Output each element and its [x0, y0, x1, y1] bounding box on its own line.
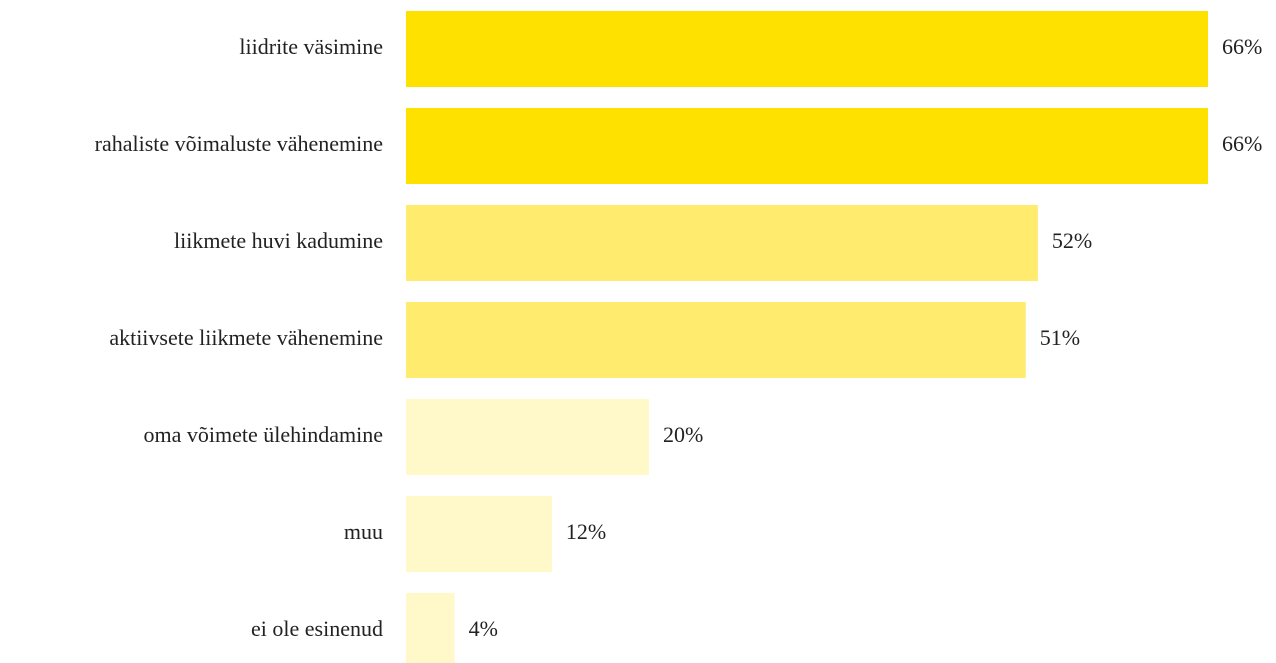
bar — [406, 496, 552, 572]
value-label: 66% — [1222, 34, 1262, 59]
bar — [406, 108, 1208, 184]
value-label: 52% — [1052, 228, 1092, 253]
value-label: 51% — [1040, 325, 1080, 350]
value-label: 4% — [469, 616, 498, 641]
value-label: 66% — [1222, 131, 1262, 156]
category-label: ei ole esinenud — [251, 616, 383, 641]
category-label: liidrite väsimine — [239, 34, 383, 59]
category-label: oma võimete ülehindamine — [144, 422, 384, 447]
bar — [406, 593, 455, 663]
category-label: aktiivsete liikmete vähenemine — [109, 325, 383, 350]
category-label: liikmete huvi kadumine — [174, 228, 383, 253]
value-label: 20% — [663, 422, 703, 447]
value-label: 12% — [566, 519, 606, 544]
bar — [406, 11, 1208, 87]
bar — [406, 205, 1038, 281]
bar — [406, 399, 650, 475]
category-label: rahaliste võimaluste vähenemine — [95, 131, 383, 156]
category-label: muu — [344, 519, 383, 544]
bar — [406, 302, 1026, 378]
